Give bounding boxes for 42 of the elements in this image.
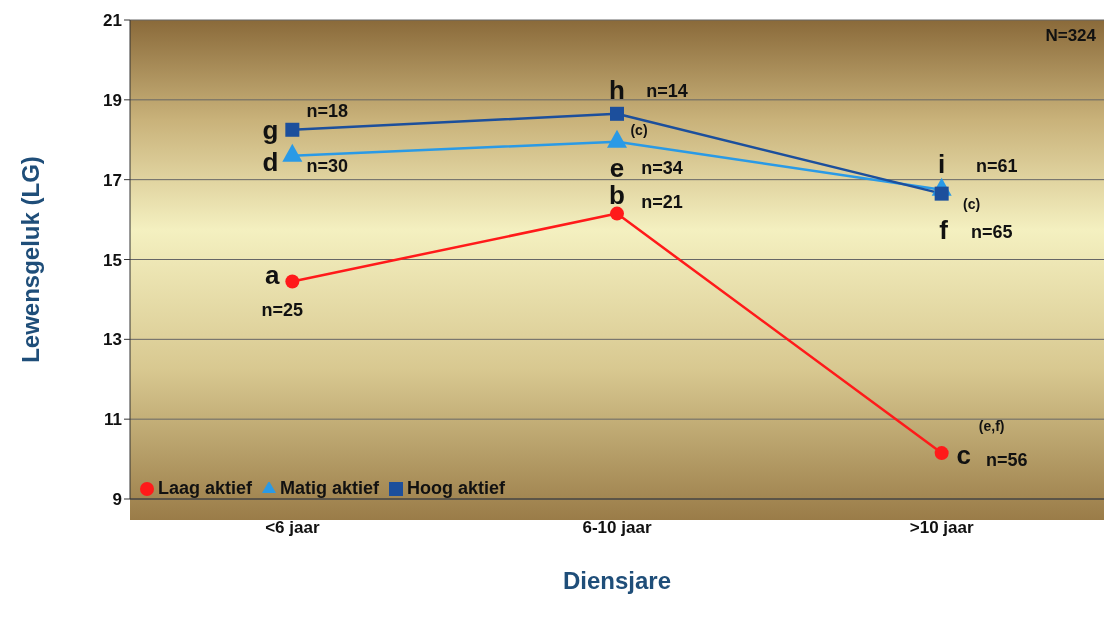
y-tick-label: 9 (112, 490, 122, 510)
annotation: a (265, 260, 281, 291)
annotation: (e,f) (978, 417, 1005, 434)
x-axis-title: Diensjare (562, 567, 672, 594)
annotation: c (956, 439, 971, 470)
annotation: e (609, 152, 625, 183)
annotation: n=25 (261, 300, 304, 321)
y-tick-label: 13 (103, 330, 122, 350)
annotation: h (609, 74, 625, 105)
annotation: i (938, 148, 946, 179)
annotation: (c) (963, 196, 981, 213)
point (610, 206, 624, 221)
annotation: n=34 (641, 158, 683, 179)
annotation: n=65 (970, 222, 1013, 243)
y-tick-label: 17 (103, 170, 122, 190)
y-tick-label: 15 (103, 250, 122, 270)
annotation: b (609, 180, 625, 211)
point (934, 446, 949, 461)
annotation: n=61 (975, 156, 1018, 177)
annotation: n=21 (641, 192, 683, 213)
annotation: n=18 (306, 100, 349, 121)
annotation: (c) (630, 122, 648, 139)
annotation: n=14 (646, 80, 688, 101)
annotation: n=56 (985, 449, 1028, 470)
y-axis-title: Lewensgeluk (LG) (16, 156, 44, 363)
x-tick-label: >10 jaar (909, 518, 974, 538)
x-tick-label: <6 jaar (265, 518, 320, 538)
legend-label: Matig aktief (280, 478, 380, 498)
y-tick-label: 19 (103, 90, 122, 110)
annotation: d (262, 146, 279, 177)
legend-label: Laag aktief (158, 478, 253, 498)
point (285, 274, 300, 289)
annotation: f (939, 214, 949, 245)
point (285, 122, 300, 137)
point (610, 106, 624, 121)
y-tick-label: 11 (104, 410, 122, 430)
annotation: N=324 (1045, 26, 1096, 46)
y-tick-label: 21 (103, 11, 122, 31)
legend-label: Hoog aktief (407, 478, 506, 498)
x-tick-label: 6-10 jaar (582, 518, 652, 538)
annotation: g (262, 114, 279, 145)
annotation: n=30 (306, 156, 349, 177)
